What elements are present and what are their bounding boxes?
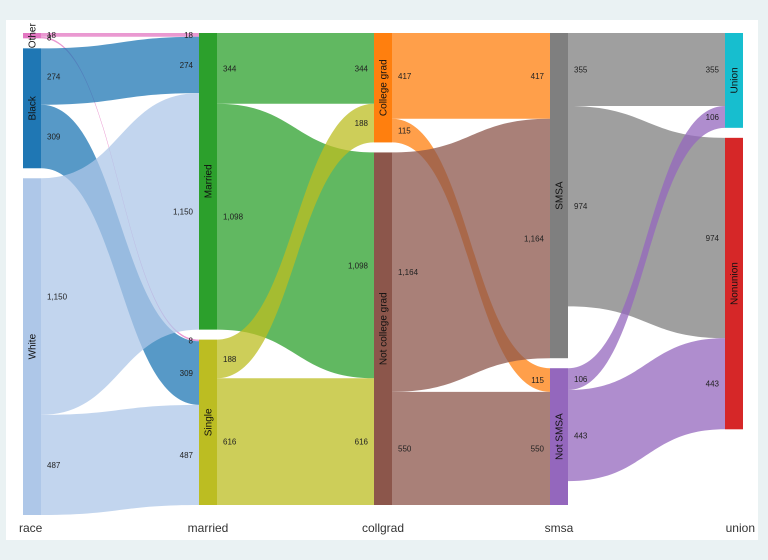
flow-label-start-other-single: 8 xyxy=(47,34,52,43)
flow-label-end-smsa-nonunion: 974 xyxy=(706,234,720,243)
flow-label-start-not-smsa-nonunion: 443 xyxy=(574,432,588,441)
node-black xyxy=(23,48,41,169)
flow-label-end-black-married: 274 xyxy=(180,61,194,70)
node-label-union: Union xyxy=(730,67,741,93)
flow-label-end-white-married: 1,150 xyxy=(173,207,194,216)
link-not-smsa-to-union xyxy=(568,106,725,391)
flow-label-start-black-single: 309 xyxy=(47,132,61,141)
link-smsa-to-nonunion xyxy=(568,106,725,339)
stage-label-collgrad: collgrad xyxy=(362,521,404,535)
stage-label-married: married xyxy=(188,521,229,535)
node-label-single: Single xyxy=(204,408,215,436)
flow-label-start-not-college-grad-not-smsa: 550 xyxy=(398,444,412,453)
flow-label-end-college-grad-not-smsa: 115 xyxy=(531,376,544,385)
flow-label-start-single-college-grad: 188 xyxy=(223,355,237,364)
flow-label-start-college-grad-not-smsa: 115 xyxy=(398,127,411,136)
flow-label-end-black-single: 309 xyxy=(180,369,194,378)
flow-label-end-not-college-grad-smsa: 1,164 xyxy=(524,234,545,243)
stage-label-race: race xyxy=(19,521,43,535)
stage-label-union: union xyxy=(726,521,755,535)
links-layer xyxy=(41,33,725,515)
flow-label-start-white-married: 1,150 xyxy=(47,293,68,302)
flow-label-start-married-college-grad: 344 xyxy=(223,64,237,73)
node-not-college-grad xyxy=(374,152,392,505)
node-other xyxy=(23,33,41,39)
node-union xyxy=(725,33,743,128)
link-single-to-not-college-grad xyxy=(217,378,374,505)
flow-label-start-black-married: 274 xyxy=(47,73,61,82)
flow-label-start-smsa-nonunion: 974 xyxy=(574,202,588,211)
link-other-to-married xyxy=(41,33,199,37)
node-label-other: Other xyxy=(28,23,39,49)
flow-label-end-not-college-grad-not-smsa: 550 xyxy=(531,444,545,453)
node-label-black: Black xyxy=(28,95,39,120)
node-nonunion xyxy=(725,137,743,430)
link-married-to-college-grad xyxy=(217,33,374,104)
node-label-married: Married xyxy=(204,164,215,198)
link-white-to-single xyxy=(41,404,199,515)
flow-label-end-other-married: 18 xyxy=(184,31,193,40)
nodes-layer xyxy=(23,33,743,516)
flow-label-start-white-single: 487 xyxy=(47,461,61,470)
node-label-white: White xyxy=(28,333,39,359)
node-label-nonunion: Nonunion xyxy=(730,262,741,305)
flow-label-start-smsa-union: 355 xyxy=(574,66,588,75)
link-smsa-to-union xyxy=(568,33,725,107)
link-black-to-married xyxy=(41,36,199,105)
stage-label-smsa: smsa xyxy=(545,521,574,535)
node-college-grad xyxy=(374,33,392,143)
node-label-not-college-grad: Not college grad xyxy=(379,292,390,365)
flow-label-end-white-single: 487 xyxy=(180,451,194,460)
flow-label-start-single-not-college-grad: 616 xyxy=(223,438,237,447)
node-label-college-grad: College grad xyxy=(379,59,390,116)
flow-label-start-married-not-college-grad: 1,098 xyxy=(223,213,244,222)
flow-label-start-not-smsa-union: 106 xyxy=(574,375,588,384)
flow-label-end-married-not-college-grad: 1,098 xyxy=(348,261,369,270)
stage-axis: race married collgrad smsa union xyxy=(19,521,755,535)
link-not-college-grad-to-smsa xyxy=(392,118,550,392)
link-college-grad-to-smsa xyxy=(392,33,550,119)
flow-label-end-single-not-college-grad: 616 xyxy=(355,438,369,447)
flow-label-end-college-grad-smsa: 417 xyxy=(531,72,545,81)
node-not-smsa xyxy=(550,368,568,505)
link-not-college-grad-to-not-smsa xyxy=(392,391,550,505)
node-smsa xyxy=(550,33,568,359)
flow-label-end-not-smsa-union: 106 xyxy=(706,113,720,122)
flow-label-end-not-smsa-nonunion: 443 xyxy=(706,380,720,389)
flow-label-end-smsa-union: 355 xyxy=(706,66,720,75)
node-single xyxy=(199,339,217,505)
flow-label-end-other-single: 8 xyxy=(189,336,194,345)
link-single-to-college-grad xyxy=(217,103,374,379)
node-label-not-smsa: Not SMSA xyxy=(555,413,566,460)
node-white xyxy=(23,178,41,516)
node-married xyxy=(199,33,217,330)
flow-label-end-married-college-grad: 344 xyxy=(355,64,369,73)
flow-label-start-not-college-grad-smsa: 1,164 xyxy=(398,268,419,277)
flow-label-start-college-grad-smsa: 417 xyxy=(398,72,412,81)
flow-label-start-other-married: 18 xyxy=(47,31,56,40)
link-not-smsa-to-nonunion xyxy=(568,338,725,482)
link-white-to-married xyxy=(41,93,199,415)
node-label-smsa: SMSA xyxy=(555,181,566,210)
flow-label-end-single-college-grad: 188 xyxy=(355,119,369,128)
